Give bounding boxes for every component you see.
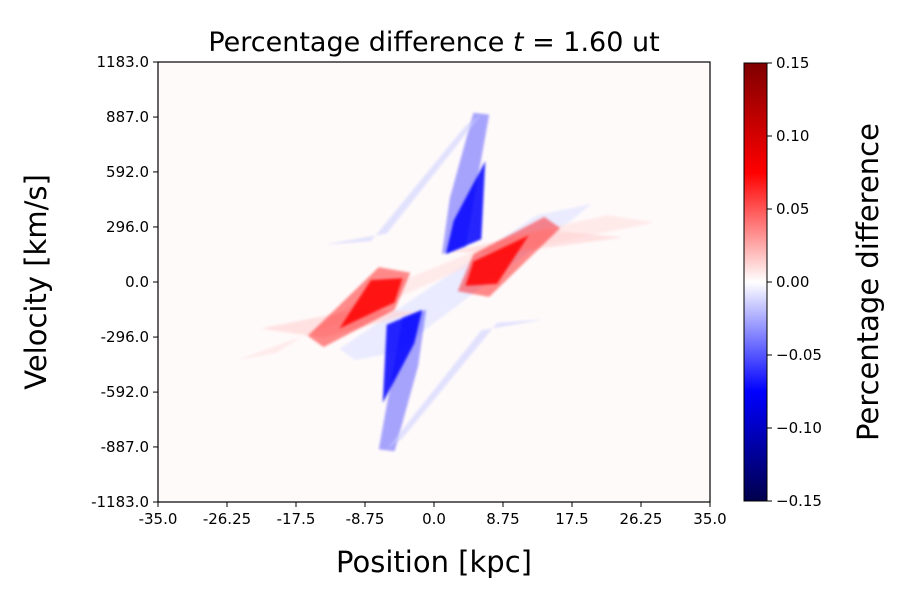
- colorbar: −0.15 −0.10 −0.05 0.00 0.05 0.10 0.15: [743, 54, 822, 510]
- feature-lobe: [441, 112, 490, 255]
- x-tick-label: -8.75: [346, 510, 385, 528]
- feature-lobe-core: [382, 309, 423, 403]
- y-tick-label: 592.0: [106, 163, 149, 181]
- chart-title: Percentage difference t = 1.60 ut: [208, 27, 659, 58]
- x-tick-label: -17.5: [277, 510, 316, 528]
- plot-area: [157, 61, 711, 503]
- x-tick-label: 26.25: [620, 510, 663, 528]
- faint-red-wing: [236, 215, 655, 361]
- y-tick-label: -1183.0: [91, 493, 149, 511]
- feature-lobe-arm: [323, 114, 482, 245]
- y-tick-label: -887.0: [101, 438, 149, 456]
- colorbar-tick-label: −0.15: [776, 492, 822, 510]
- plot-background: [158, 62, 710, 502]
- x-tick-label: -35.0: [139, 510, 178, 528]
- feature-lobe-core: [445, 161, 486, 255]
- x-axis: -35.0 -26.25 -17.5 -8.75 0.0 8.75 17.5 26.25 35.…: [139, 502, 727, 528]
- x-axis-label: Position [kpc]: [336, 545, 532, 579]
- colorbar-tick-label: −0.10: [776, 419, 822, 437]
- heatmap-layer: [236, 112, 655, 452]
- y-tick-label: 887.0: [106, 108, 149, 126]
- colorbar-gradient: [743, 62, 768, 502]
- y-axis-label: Velocity [km/s]: [19, 174, 53, 390]
- colorbar-label: Percentage difference: [851, 123, 885, 441]
- y-tick-label: 1183.0: [97, 53, 150, 71]
- colorbar-tick-label: 0.15: [776, 54, 809, 72]
- x-tick-label: 8.75: [486, 510, 519, 528]
- y-tick-label: -296.0: [101, 328, 149, 346]
- feature-lobe: [378, 309, 427, 452]
- colorbar-tick-label: 0.05: [776, 200, 809, 218]
- x-tick-label: 17.5: [555, 510, 588, 528]
- feature-arm-core: [339, 278, 403, 329]
- x-tick-label: 0.0: [422, 510, 446, 528]
- colorbar-tick-label: 0.10: [776, 127, 809, 145]
- colorbar-tick-label: 0.00: [776, 273, 809, 291]
- x-tick-label: 35.0: [693, 510, 726, 528]
- y-tick-label: -592.0: [101, 383, 149, 401]
- colorbar-tick-label: −0.05: [776, 346, 822, 364]
- y-axis: -1183.0 -887.0 -592.0 -296.0 0.0 296.0 592.0 88…: [91, 53, 158, 511]
- y-tick-label: 296.0: [106, 218, 149, 236]
- colorbar-ticks: −0.15 −0.10 −0.05 0.00 0.05 0.10 0.15: [767, 54, 822, 510]
- y-tick-label: 0.0: [125, 273, 149, 291]
- x-tick-label: -26.25: [203, 510, 251, 528]
- feature-arm-core: [465, 235, 529, 286]
- feature-lobe-arm: [386, 319, 545, 450]
